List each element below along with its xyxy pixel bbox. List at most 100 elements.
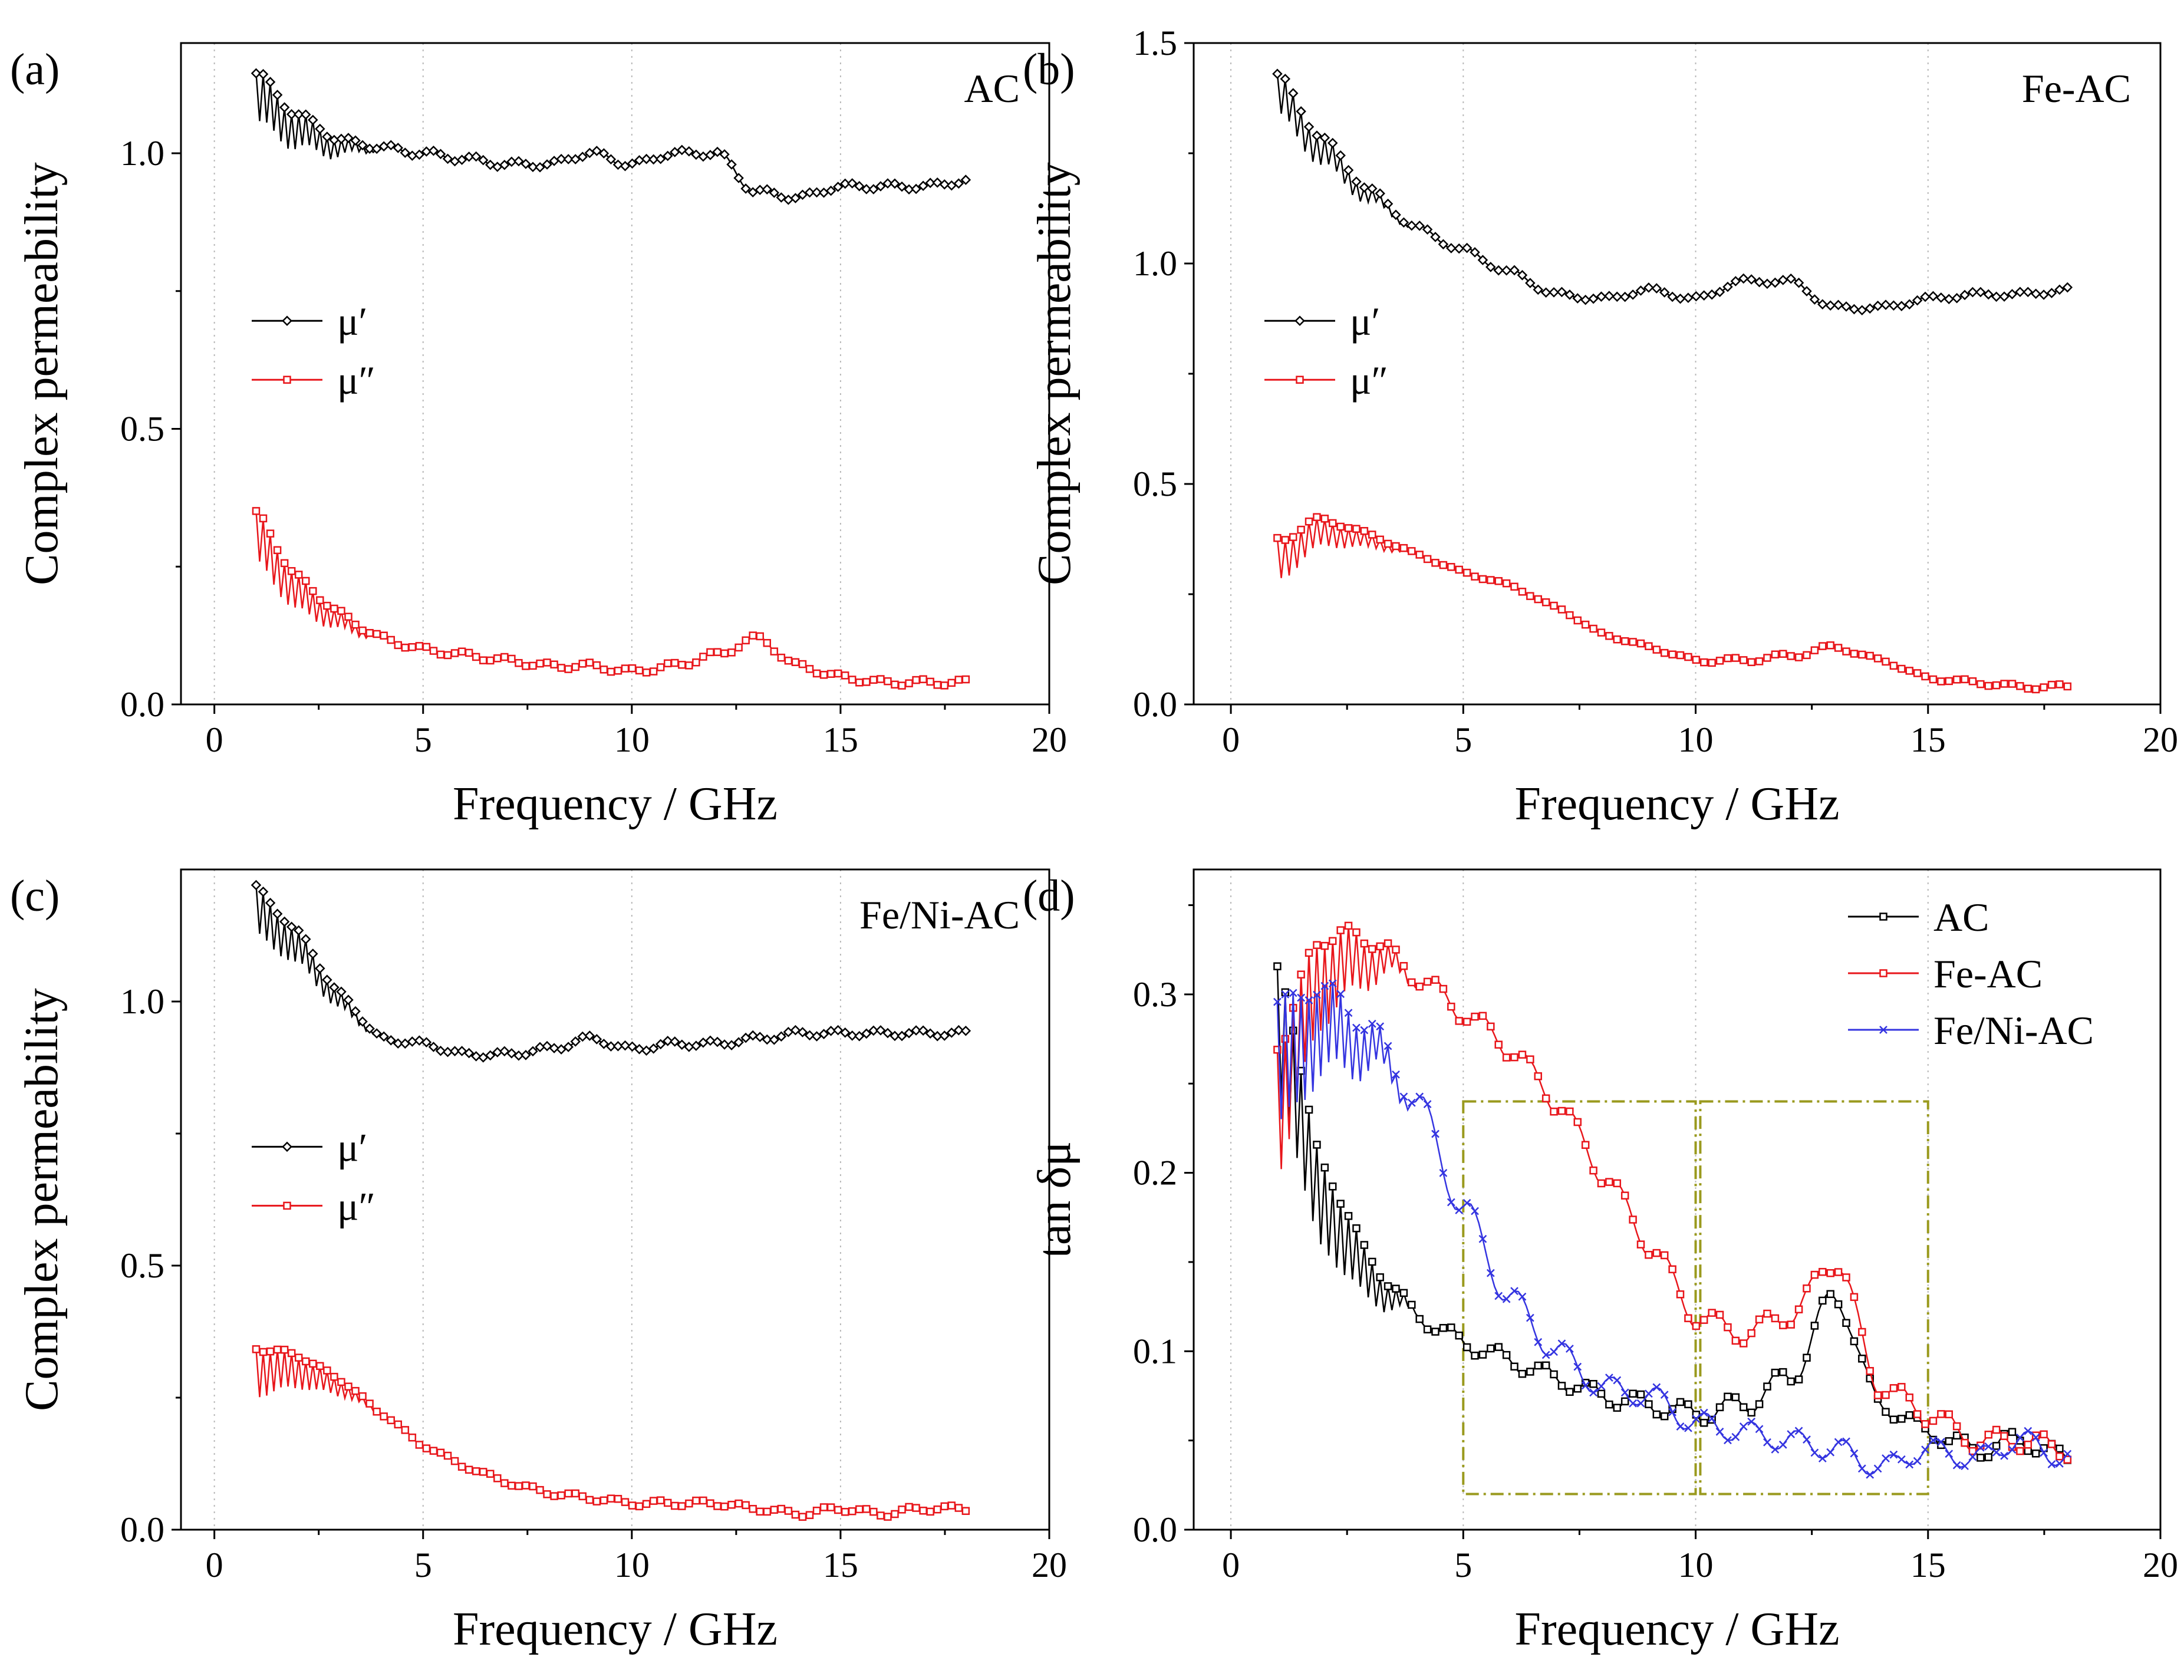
data-point: [926, 677, 934, 686]
data-point: [1872, 301, 1883, 311]
data-point: [1928, 291, 1939, 302]
data-point: [1534, 595, 1542, 604]
data-point: [1518, 1050, 1527, 1059]
data-point: [918, 180, 928, 191]
data-point: [1952, 1422, 1961, 1431]
data-point: [763, 638, 772, 647]
data-point: [749, 631, 757, 640]
data-point: [1399, 1289, 1408, 1297]
data-point: [784, 1507, 793, 1515]
x-tick-label: 20: [1032, 1546, 1067, 1585]
data-point: [308, 948, 318, 959]
data-point: [905, 1503, 913, 1511]
data-point: [1746, 274, 1757, 285]
data-point: [655, 153, 666, 164]
data-point: [1517, 270, 1528, 281]
data-point: [1984, 1431, 1993, 1439]
data-point: [1699, 1408, 1708, 1417]
data-point: [584, 1030, 595, 1041]
data-point: [1540, 287, 1551, 298]
data-point: [1573, 616, 1582, 625]
data-point: [1636, 639, 1645, 648]
data-point: [1494, 1292, 1503, 1300]
data-point: [1305, 1105, 1313, 1114]
data-point: [691, 149, 701, 160]
y-axis-title: Complex permeability: [16, 988, 68, 1411]
data-point: [1320, 515, 1329, 523]
data-point: [1329, 519, 1337, 528]
data-point: [875, 181, 886, 192]
data-point: [1873, 1464, 1882, 1473]
panel-b: 0 5 10 15 20 0.0 0.5 1.0 1.5 Frequency / GHz Compl…: [1023, 24, 2178, 830]
data-point: [1431, 559, 1439, 567]
data-point: [2031, 685, 2040, 694]
data-point: [605, 1041, 617, 1052]
data-point: [1557, 605, 1566, 614]
data-point: [727, 648, 736, 657]
data-point: [286, 109, 297, 120]
data-point: [1652, 645, 1661, 654]
x-axis-title: Frequency / GHz: [1515, 1603, 1840, 1655]
y-tick-label: 0.0: [1133, 1510, 1177, 1549]
data-point: [463, 1047, 475, 1059]
x-axis-title: Frequency / GHz: [453, 778, 778, 830]
data-point: [1763, 1309, 1771, 1318]
panel-d: 0 5 10 15 20 0.0 0.1 0.2 0.3 Frequency / GHz tan δ…: [1023, 868, 2178, 1655]
data-point: [635, 1502, 644, 1511]
data-point: [1485, 262, 1496, 272]
data-point: [839, 178, 851, 189]
data-point: [1755, 657, 1764, 666]
data-point: [1344, 524, 1353, 532]
data-point: [1715, 1310, 1724, 1319]
data-point: [415, 642, 424, 650]
data-point: [380, 631, 388, 640]
data-point: [1471, 1012, 1479, 1021]
data-point: [1289, 533, 1297, 541]
data-point: [1684, 1424, 1692, 1432]
data-point: [1423, 1325, 1432, 1333]
data-point: [1858, 1355, 1866, 1363]
data-point: [479, 1468, 487, 1476]
data-point: [656, 1496, 665, 1504]
series-2: [252, 507, 970, 690]
data-point: [1423, 1100, 1432, 1108]
data-point: [1676, 651, 1685, 660]
data-point: [1620, 637, 1629, 645]
data-point: [1755, 1425, 1764, 1434]
data-point: [508, 1481, 516, 1490]
data-point: [911, 1025, 921, 1036]
data-point: [953, 1025, 964, 1036]
data-point: [1651, 283, 1662, 294]
data-point: [1968, 1447, 1977, 1455]
data-point: [848, 1507, 857, 1516]
data-point: [1961, 1438, 1969, 1447]
data-point: [315, 123, 325, 134]
data-point: [1596, 291, 1607, 302]
data-point: [1382, 198, 1394, 209]
data-point: [1698, 290, 1709, 301]
data-point: [1691, 291, 1702, 302]
data-point: [1423, 977, 1432, 986]
data-point: [350, 1006, 361, 1017]
data-point: [1383, 939, 1392, 947]
data-point: [720, 1502, 729, 1511]
data-point: [1937, 677, 1945, 686]
data-point: [1566, 611, 1574, 620]
data-point: [300, 109, 311, 120]
data-point: [598, 1039, 610, 1049]
data-point: [350, 135, 361, 146]
data-point: [309, 587, 317, 595]
data-point: [371, 1028, 382, 1039]
data-point: [1471, 572, 1479, 581]
data-point: [719, 1039, 730, 1050]
data-point: [1550, 1107, 1558, 1116]
y-tick-label: 0.0: [120, 1510, 164, 1549]
data-point: [1945, 1450, 1954, 1458]
data-point: [1566, 1388, 1574, 1396]
data-point: [770, 1506, 779, 1514]
data-point: [1882, 1454, 1890, 1462]
data-point: [393, 1038, 404, 1049]
data-point: [713, 1502, 722, 1510]
data-point: [1556, 286, 1567, 298]
series-1: [251, 879, 971, 1063]
